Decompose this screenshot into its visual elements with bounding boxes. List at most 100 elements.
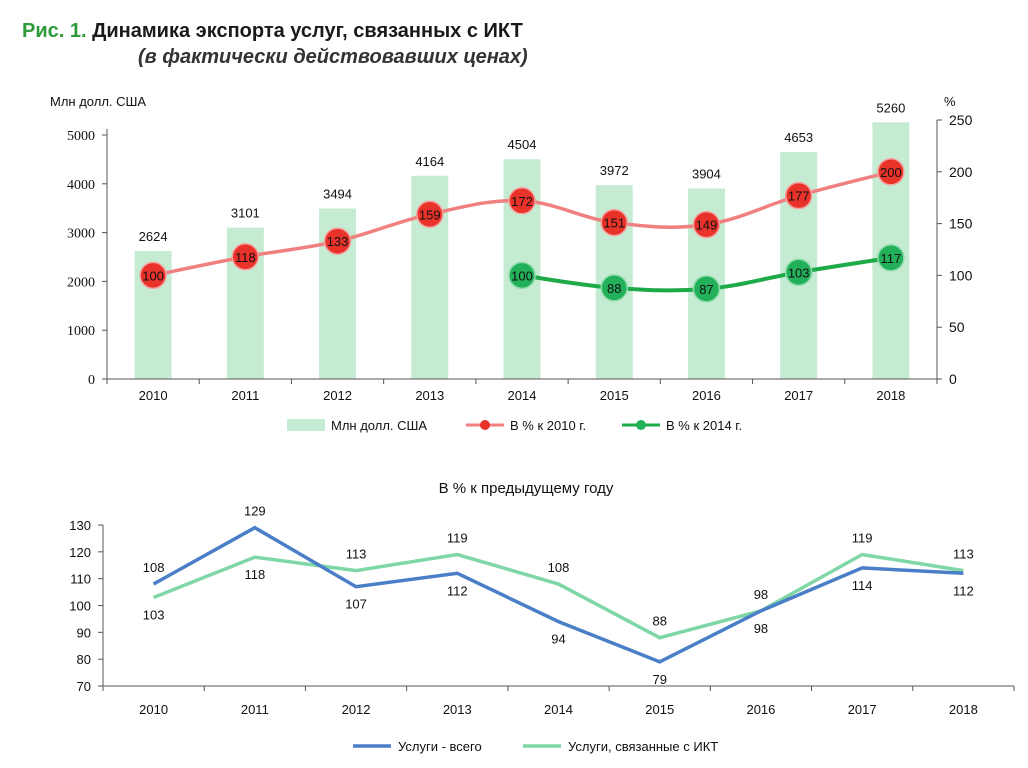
legend-marker-pct-2014	[636, 420, 646, 430]
right-tick-label-200: 200	[949, 164, 973, 180]
legend-label-pct-2014: В % к 2014 г.	[666, 418, 742, 433]
legend-marker-pct-2010	[480, 420, 490, 430]
right-tick-label-150: 150	[949, 216, 973, 232]
figure-title: Рис. 1. Динамика экспорта услуг, связанн…	[22, 20, 523, 43]
x-tick-label-2013: 2013	[415, 388, 444, 403]
marker-label-pct-2014-2014: 100	[511, 268, 533, 283]
bottom-y-tick-label-120: 120	[69, 545, 91, 560]
left-tick-label-1000: 1000	[67, 324, 95, 339]
data-label-ict-2013: 119	[447, 531, 468, 546]
figure-subtitle: (в фактически действовавших ценах)	[138, 46, 528, 68]
bottom-x-tick-label-2014: 2014	[544, 702, 573, 717]
bar-label-2018: 5260	[876, 100, 905, 115]
data-label-total-2014: 94	[551, 632, 565, 647]
marker-pct-2010-2011	[231, 243, 260, 271]
marker-pct-2010-2012	[323, 227, 352, 255]
left-tick-label-3000: 3000	[67, 227, 95, 242]
bar-label-2012: 3494	[323, 186, 352, 201]
marker-label-pct-2010-2015: 151	[603, 216, 625, 231]
marker-label-pct-2010-2013: 159	[419, 207, 441, 222]
bottom-x-tick-label-2012: 2012	[342, 702, 371, 717]
data-label-ict-2016: 98	[754, 621, 768, 636]
marker-label-pct-2010-2016: 149	[696, 218, 718, 233]
marker-pct-2014-2015	[600, 274, 628, 302]
data-label-total-2010: 108	[143, 560, 165, 575]
figure-title-text: Динамика экспорта услуг, связанных с ИКТ	[92, 20, 523, 42]
right-tick-label-50: 50	[949, 319, 965, 335]
data-label-ict-2018: 113	[953, 547, 974, 562]
figure-number: Рис. 1.	[22, 20, 87, 42]
legend-label-bars: Млн долл. США	[331, 418, 427, 433]
data-label-ict-2015: 88	[652, 614, 666, 629]
x-tick-label-2015: 2015	[600, 388, 629, 403]
data-label-ict-2010: 103	[143, 607, 165, 622]
bottom-y-tick-label-90: 90	[77, 625, 91, 640]
right-axis-title: %	[944, 94, 956, 109]
data-label-ict-2011: 118	[244, 567, 265, 582]
bar-label-2014: 4504	[508, 137, 537, 152]
legend-label-pct-2010: В % к 2010 г.	[510, 418, 586, 433]
legend-label-total: Услуги - всего	[398, 739, 482, 754]
marker-pct-2010-2013	[416, 200, 444, 229]
bar-label-2017: 4653	[784, 130, 813, 145]
bar-label-2015: 3972	[600, 163, 629, 178]
bottom-x-tick-label-2011: 2011	[241, 702, 269, 717]
marker-pct-2010-2014	[508, 187, 536, 215]
data-label-ict-2012: 113	[346, 547, 367, 562]
bar-label-2013: 4164	[415, 154, 444, 169]
left-tick-label-4000: 4000	[67, 178, 95, 193]
marker-pct-2010-2016	[692, 210, 721, 239]
right-tick-label-100: 100	[949, 267, 973, 283]
top-chart: Млн долл. США % 2624 3101 3494 4164 4504 3972 39…	[50, 94, 973, 433]
marker-pct-2014-2017	[784, 258, 813, 287]
bar-label-2011: 3101	[231, 206, 260, 221]
marker-pct-2014-2016	[692, 275, 721, 303]
marker-label-pct-2014-2015: 88	[607, 281, 621, 296]
right-tick-label-0: 0	[949, 371, 957, 387]
bottom-chart-title: В % к предыдущему году	[439, 480, 614, 497]
data-label-total-2016: 98	[754, 587, 768, 602]
marker-pct-2010-2015	[600, 208, 628, 237]
bottom-x-tick-label-2013: 2013	[443, 702, 472, 717]
data-label-ict-2017: 119	[852, 531, 873, 546]
data-label-total-2018: 112	[953, 583, 974, 598]
x-tick-label-2016: 2016	[692, 388, 721, 403]
marker-label-pct-2010-2017: 177	[788, 189, 810, 204]
legend-swatch-bars	[287, 419, 325, 431]
data-label-ict-2014: 108	[548, 560, 570, 575]
bottom-y-tick-label-110: 110	[70, 572, 91, 587]
data-label-total-2013: 112	[447, 583, 468, 598]
left-axis-title: Млн долл. США	[50, 94, 146, 109]
marker-label-pct-2014-2018: 117	[881, 251, 902, 266]
marker-label-pct-2010-2014: 172	[511, 194, 533, 209]
series-line-ict	[152, 552, 964, 640]
x-tick-label-2017: 2017	[784, 388, 813, 403]
marker-pct-2010-2018	[877, 158, 905, 186]
bottom-y-tick-label-70: 70	[77, 679, 91, 694]
left-tick-label-2000: 2000	[67, 275, 95, 290]
marker-label-pct-2014-2016: 87	[699, 282, 713, 297]
bottom-x-tick-label-2016: 2016	[746, 702, 775, 717]
left-tick-label-5000: 5000	[67, 129, 95, 144]
legend-label-ict: Услуги, связанные с ИКТ	[568, 739, 718, 754]
marker-label-pct-2010-2012: 133	[327, 234, 349, 249]
data-label-total-2011: 129	[244, 504, 266, 519]
x-tick-label-2010: 2010	[139, 388, 168, 403]
bottom-y-tick-label-100: 100	[69, 599, 91, 614]
bottom-x-tick-label-2018: 2018	[949, 702, 978, 717]
bottom-x-tick-label-2017: 2017	[848, 702, 877, 717]
left-tick-label-0: 0	[88, 373, 95, 388]
bottom-y-tick-label-130: 130	[69, 518, 91, 533]
bottom-x-tick-label-2015: 2015	[645, 702, 674, 717]
data-label-total-2017: 114	[852, 578, 873, 593]
x-tick-label-2012: 2012	[323, 388, 352, 403]
right-tick-label-250: 250	[949, 112, 973, 128]
x-tick-label-2014: 2014	[508, 388, 537, 403]
bar-label-2016: 3904	[692, 166, 721, 181]
data-label-total-2015: 79	[652, 672, 666, 687]
marker-label-pct-2010-2011: 118	[235, 250, 256, 265]
marker-label-pct-2010-2010: 100	[142, 268, 164, 283]
marker-pct-2010-2017	[784, 181, 813, 210]
marker-label-pct-2010-2018: 200	[880, 165, 902, 180]
marker-pct-2014-2018	[877, 244, 905, 272]
